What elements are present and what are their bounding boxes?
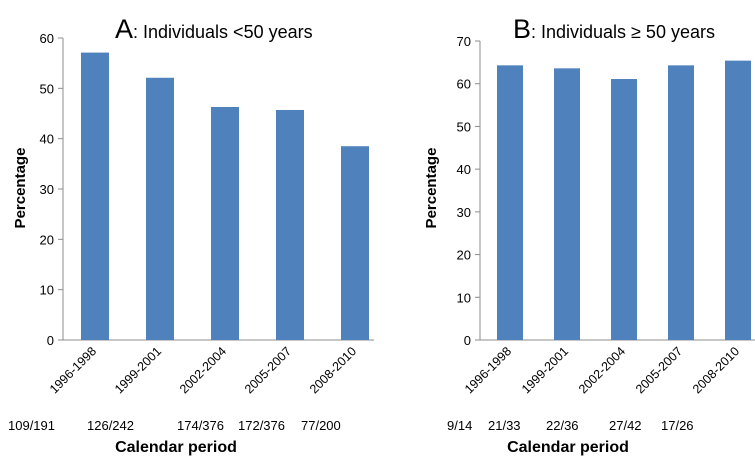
- panel-a-y-tick-label: 50: [40, 81, 54, 96]
- panel-b-bar: [725, 60, 751, 341]
- panel-b-x-tick-label: 1999-2001: [519, 344, 571, 396]
- panel-b-y-axis-label: Percentage: [423, 148, 440, 229]
- panel-b-bar: [611, 79, 637, 340]
- panel-a-count: 109/191: [8, 418, 55, 433]
- panel-a-x-tick-label: 2002-2004: [177, 344, 229, 396]
- panel-b-y-tick-label: 20: [457, 248, 471, 263]
- panel-a-y-axis-label: Percentage: [12, 148, 29, 229]
- panel-b-letter: B: [513, 14, 531, 44]
- panel-a-count: 172/376: [238, 418, 285, 433]
- panel-b-bar: [554, 68, 580, 340]
- panel-a-bar: [276, 109, 304, 340]
- panel-a-y-tick-label: 20: [40, 232, 54, 247]
- chart-panel-b: B : Individuals ≥ 50 years Percentage 01…: [423, 14, 755, 456]
- panel-b-x-axis-label: Calendar period: [507, 439, 629, 456]
- panel-b-bars: [497, 60, 751, 341]
- panel-a-count: 126/242: [87, 418, 134, 433]
- panel-b-x-tick-label: 2005-2007: [633, 344, 685, 396]
- panel-b-count: 9/14: [447, 418, 472, 433]
- panel-b-x-tick-label: 2002-2004: [576, 344, 628, 396]
- panel-b-x-tick-label: 2008-2010: [690, 344, 742, 396]
- panel-b-y-tick-label: 0: [464, 333, 471, 348]
- panel-a-x-tick-label: 1999-2001: [112, 344, 164, 396]
- panel-a-bar: [341, 146, 369, 340]
- panel-b-y-tick-label: 40: [457, 162, 471, 177]
- panel-a-title: : Individuals <50 years: [133, 22, 313, 42]
- panel-b-y-ticks: 0 10 20 30 40 50 60 70: [457, 34, 480, 348]
- panel-b-count: 27/42: [609, 418, 642, 433]
- panel-b-y-tick-label: 30: [457, 205, 471, 220]
- panel-b-count: 22/36: [546, 418, 579, 433]
- panel-a-count: 77/200: [301, 418, 341, 433]
- panel-a-y-tick-label: 40: [40, 132, 54, 147]
- panel-a-y-ticks: 0 10 20 30 40 50 60: [40, 31, 63, 348]
- panel-a-x-ticks: 1996-1998 1999-2001 2002-2004 2005-2007 2008…: [47, 344, 359, 396]
- panel-a-count: 174/376: [177, 418, 224, 433]
- panel-b-y-tick-label: 10: [457, 290, 471, 305]
- panel-a-x-tick-label: 1996-1998: [47, 344, 99, 396]
- panel-a-letter: A: [115, 14, 133, 44]
- chart-panel-a: A : Individuals <50 years Percentage 0 10…: [8, 14, 374, 456]
- panel-a-y-tick-label: 60: [40, 31, 54, 46]
- panel-b-y-tick-label: 70: [457, 34, 471, 49]
- panel-a-x-tick-label: 2005-2007: [242, 344, 294, 396]
- panel-a-y-tick-label: 30: [40, 182, 54, 197]
- panel-b-y-tick-label: 60: [457, 77, 471, 92]
- panel-a-y-tick-label: 0: [47, 333, 54, 348]
- panel-b-y-tick-label: 50: [457, 119, 471, 134]
- panel-a-x-tick-label: 2008-2010: [307, 344, 359, 396]
- panel-b-bar: [497, 65, 523, 341]
- panel-a-bar: [211, 106, 239, 340]
- panel-b-x-tick-label: 1996-1998: [462, 344, 514, 396]
- panel-b-count: 17/26: [661, 418, 694, 433]
- panel-a-counts: 109/191 126/242 174/376 172/376 77/200: [8, 418, 341, 433]
- panel-b-x-ticks: 1996-1998 1999-2001 2002-2004 2005-2007 2008…: [462, 344, 742, 396]
- panel-a-y-tick-label: 10: [40, 283, 54, 298]
- panel-b-title: : Individuals ≥ 50 years: [531, 22, 715, 42]
- panel-a-x-axis-label: Calendar period: [115, 439, 237, 456]
- panel-a-bars: [81, 52, 369, 340]
- panel-b-bar: [668, 65, 694, 341]
- panel-a-bar: [146, 77, 174, 340]
- panel-a-bar: [81, 52, 109, 340]
- panel-b-count: 21/33: [488, 418, 521, 433]
- panel-b-counts: 9/14 21/33 22/36 27/42 17/26: [447, 418, 694, 433]
